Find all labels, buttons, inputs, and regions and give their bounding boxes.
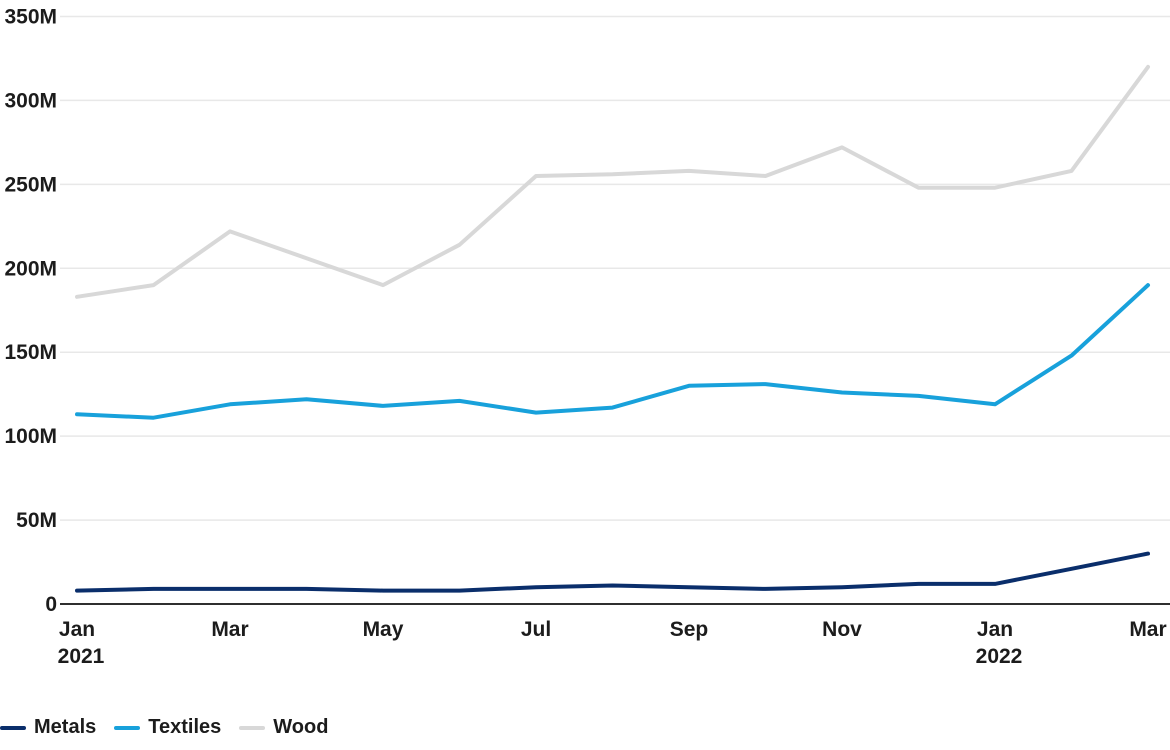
x-axis-tick-label: Sep	[670, 618, 709, 641]
series-line-metals	[75, 551, 1150, 593]
x-axis-tick-label: Jul	[521, 618, 551, 641]
legend-item-wood[interactable]: Wood	[239, 716, 328, 739]
x-axis-year-label: 2021	[58, 645, 105, 668]
series-line-wood	[75, 64, 1150, 299]
legend-label: Textiles	[148, 716, 222, 738]
legend-item-metals[interactable]: Metals	[0, 716, 96, 739]
series-line-textiles	[75, 283, 1150, 420]
y-axis-tick-label: 300M	[4, 89, 57, 112]
y-axis-tick-label: 350M	[4, 6, 57, 29]
x-axis-year-label: 2022	[976, 645, 1023, 668]
legend-swatch-textiles	[114, 725, 141, 730]
legend-swatch-wood	[239, 725, 266, 730]
x-axis-tick-label: Jan	[59, 618, 95, 641]
y-axis-tick-label: 150M	[4, 341, 57, 364]
y-axis-tick-label: 200M	[4, 257, 57, 280]
legend-label: Metals	[34, 716, 97, 738]
legend-label: Wood	[273, 716, 329, 738]
chart-canvas: 0 50M 100M 150M 200M 250M 300M 350M Jan 2021 Mar Ma…	[4, 6, 1170, 668]
x-axis-tick-label: May	[363, 618, 404, 641]
x-axis-tick-label: Mar	[1129, 618, 1166, 641]
x-axis-tick-label: Mar	[211, 618, 248, 641]
legend: Metals Textiles Wood	[0, 716, 328, 739]
y-axis-tick-label: 250M	[4, 173, 57, 196]
legend-item-textiles[interactable]: Textiles	[114, 716, 221, 739]
y-axis-tick-label: 50M	[16, 509, 57, 532]
y-axis-tick-label: 0	[45, 593, 57, 616]
x-axis-tick-label: Jan	[977, 618, 1013, 641]
x-axis-tick-label: Nov	[822, 618, 862, 641]
y-axis-tick-label: 100M	[4, 425, 57, 448]
legend-swatch-metals	[0, 725, 26, 730]
